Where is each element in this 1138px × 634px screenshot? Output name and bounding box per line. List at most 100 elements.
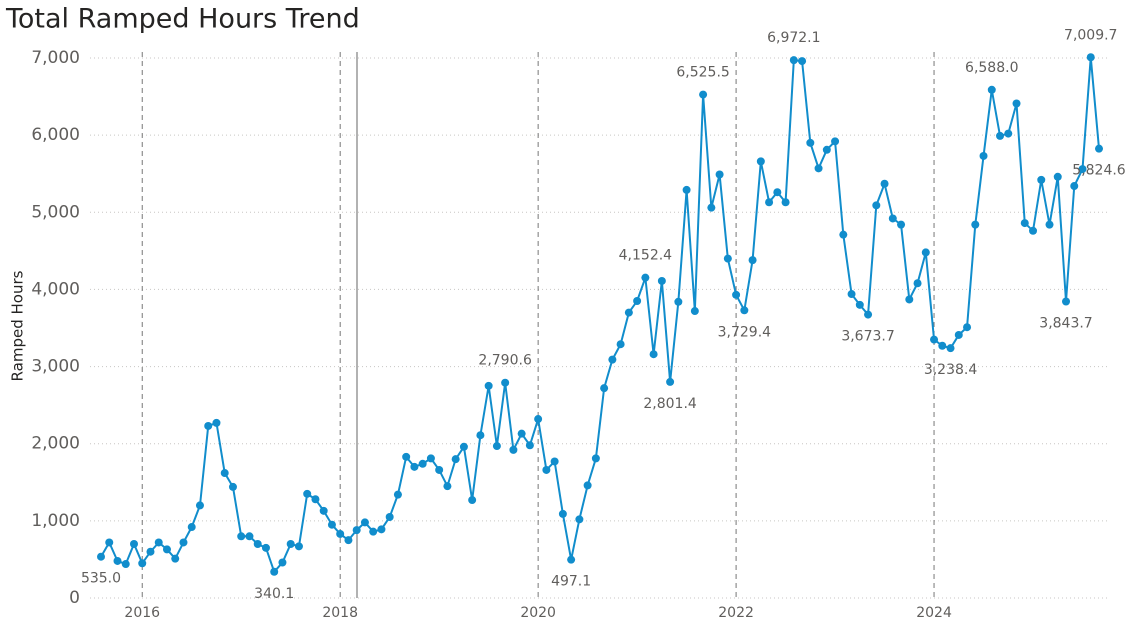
- data-label: 3,673.7: [841, 329, 894, 345]
- data-point: [294, 542, 303, 551]
- y-tick-label: 4,000: [31, 279, 80, 299]
- data-point: [270, 567, 279, 576]
- data-point: [880, 179, 889, 188]
- data-point: [1012, 99, 1021, 108]
- data-point: [897, 220, 906, 229]
- data-label: 6,588.0: [965, 60, 1018, 76]
- data-point: [888, 214, 897, 223]
- data-point: [1037, 175, 1046, 184]
- data-point: [459, 442, 468, 451]
- data-label: 7,009.7: [1064, 27, 1117, 43]
- data-point: [435, 465, 444, 474]
- data-point: [237, 532, 246, 541]
- data-point: [987, 85, 996, 94]
- data-point: [649, 350, 658, 359]
- data-point: [864, 310, 873, 319]
- data-point: [534, 415, 543, 424]
- x-tick-label: 2016: [124, 605, 160, 621]
- data-point: [113, 556, 122, 565]
- data-point: [600, 384, 609, 393]
- data-point: [938, 341, 947, 350]
- chart-title: Total Ramped Hours Trend: [5, 4, 360, 35]
- data-point: [1062, 297, 1071, 306]
- data-point: [1053, 172, 1062, 181]
- data-point: [971, 220, 980, 229]
- data-point: [327, 520, 336, 529]
- x-tick-label: 2020: [520, 605, 556, 621]
- x-tick-label: 2024: [916, 605, 952, 621]
- data-point: [558, 509, 567, 518]
- y-tick-label: 0: [69, 588, 80, 608]
- data-point: [641, 273, 650, 282]
- data-point: [806, 138, 815, 147]
- data-point: [789, 56, 798, 65]
- data-label: 6,972.1: [767, 30, 820, 46]
- data-point: [756, 157, 765, 166]
- data-point: [303, 489, 312, 498]
- data-point: [319, 506, 328, 515]
- data-point: [1020, 219, 1029, 228]
- data-label: 3,843.7: [1039, 315, 1092, 331]
- data-point: [204, 421, 213, 430]
- data-point: [633, 297, 642, 305]
- data-point: [921, 248, 930, 257]
- data-label: 497.1: [551, 574, 591, 590]
- data-point: [1045, 220, 1054, 229]
- data-point: [814, 164, 823, 173]
- data-point: [748, 256, 757, 265]
- data-point: [402, 452, 411, 461]
- data-point: [979, 151, 988, 160]
- data-point: [575, 515, 584, 524]
- data-point: [484, 381, 493, 390]
- data-point: [195, 501, 204, 510]
- data-point: [715, 170, 724, 179]
- data-point: [773, 188, 782, 197]
- data-point: [740, 306, 749, 315]
- data-point: [162, 545, 171, 554]
- data-point: [369, 527, 378, 536]
- data-point: [1070, 182, 1079, 191]
- data-point: [550, 457, 559, 466]
- data-point: [220, 469, 229, 478]
- y-tick-label: 2,000: [31, 434, 80, 454]
- data-point: [723, 254, 732, 263]
- data-point: [344, 536, 353, 545]
- data-point: [905, 295, 914, 304]
- data-point: [963, 323, 972, 332]
- data-point: [501, 378, 510, 387]
- data-point: [261, 543, 270, 552]
- data-point: [187, 523, 196, 532]
- data-point: [171, 554, 180, 563]
- data-point: [657, 276, 666, 285]
- data-point: [352, 526, 361, 535]
- data-point: [286, 540, 295, 548]
- data-point: [105, 538, 114, 547]
- data-label: 4,152.4: [619, 248, 673, 264]
- data-label: 535.0: [81, 571, 121, 587]
- data-point: [245, 532, 254, 541]
- data-point: [707, 203, 716, 212]
- data-point: [624, 308, 633, 317]
- data-label: 5,824.6: [1072, 163, 1126, 179]
- data-point: [146, 547, 155, 556]
- data-point: [616, 340, 625, 349]
- data-point: [476, 431, 485, 440]
- data-point: [311, 495, 320, 504]
- data-point: [121, 560, 130, 569]
- data-point: [839, 230, 848, 239]
- data-point: [591, 454, 600, 463]
- data-label: 340.1: [254, 586, 294, 602]
- x-tick-label: 2022: [718, 605, 754, 621]
- data-point: [732, 290, 741, 299]
- data-point: [855, 300, 864, 309]
- data-point: [492, 442, 501, 451]
- y-tick-label: 7,000: [31, 48, 80, 68]
- data-point: [930, 335, 939, 344]
- data-point: [138, 559, 147, 568]
- data-point: [583, 481, 592, 490]
- y-tick-label: 6,000: [31, 125, 80, 145]
- data-point: [690, 307, 699, 316]
- data-point: [154, 538, 163, 547]
- y-tick-label: 1,000: [31, 511, 80, 531]
- data-point: [946, 344, 955, 353]
